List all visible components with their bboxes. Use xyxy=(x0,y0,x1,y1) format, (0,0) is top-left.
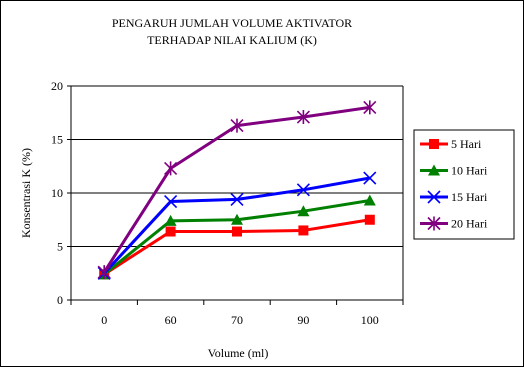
y-tick-label: 5 xyxy=(57,240,63,254)
legend-label-20-hari: 20 Hari xyxy=(451,217,488,231)
point-10-hari-60 xyxy=(164,214,177,226)
chart-title-line-1: PENGARUH JUMLAH VOLUME AKTIVATOR xyxy=(112,16,352,30)
point-5-hari-60 xyxy=(165,226,176,237)
point-15-hari-60 xyxy=(164,194,178,209)
point-20-hari-90 xyxy=(296,110,310,125)
y-tick-label: 10 xyxy=(51,186,63,200)
y-tick-label: 15 xyxy=(51,133,63,147)
point-5-hari-100 xyxy=(364,214,375,225)
x-tick-label-0: 0 xyxy=(101,313,107,327)
plot-area: 0 5 10 15 20 0 60 70 90 100 xyxy=(51,79,404,327)
legend-marker-15-hari xyxy=(427,190,441,204)
y-tick-label: 0 xyxy=(57,293,63,307)
legend-marker-20-hari xyxy=(427,216,441,231)
point-15-hari-100 xyxy=(363,171,377,185)
x-tick-label-90: 90 xyxy=(297,313,309,327)
y-axis-label: Konsentrasi K (%) xyxy=(19,148,33,238)
point-5-hari-90 xyxy=(298,225,309,236)
x-axis-label: Volume (ml) xyxy=(208,346,269,360)
legend-marker-10-hari xyxy=(428,164,440,176)
point-10-hari-90 xyxy=(297,205,310,217)
legend-label-10-hari: 10 Hari xyxy=(451,164,488,178)
point-20-hari-70 xyxy=(230,118,244,133)
point-20-hari-0 xyxy=(97,265,111,280)
point-10-hari-100 xyxy=(363,194,376,206)
point-5-hari-70 xyxy=(232,226,242,237)
legend-label-15-hari: 15 Hari xyxy=(451,190,488,204)
point-20-hari-100 xyxy=(363,100,377,115)
point-15-hari-70 xyxy=(230,192,244,206)
legend-marker-5-hari xyxy=(429,139,439,149)
x-tick-label-70: 70 xyxy=(231,313,243,327)
x-tick-label-100: 100 xyxy=(361,313,379,327)
legend-label-5-hari: 5 Hari xyxy=(451,137,482,151)
point-20-hari-60 xyxy=(164,161,178,176)
y-tick-label: 20 xyxy=(51,79,63,93)
chart-title-line-2: TERHADAP NILAI KALIUM (K) xyxy=(147,33,317,47)
legend: 5 Hari 10 Hari 15 Hari 20 Hari xyxy=(413,129,515,240)
point-10-hari-70 xyxy=(231,213,243,225)
point-15-hari-90 xyxy=(296,183,310,197)
x-tick-label-60: 60 xyxy=(165,313,177,327)
